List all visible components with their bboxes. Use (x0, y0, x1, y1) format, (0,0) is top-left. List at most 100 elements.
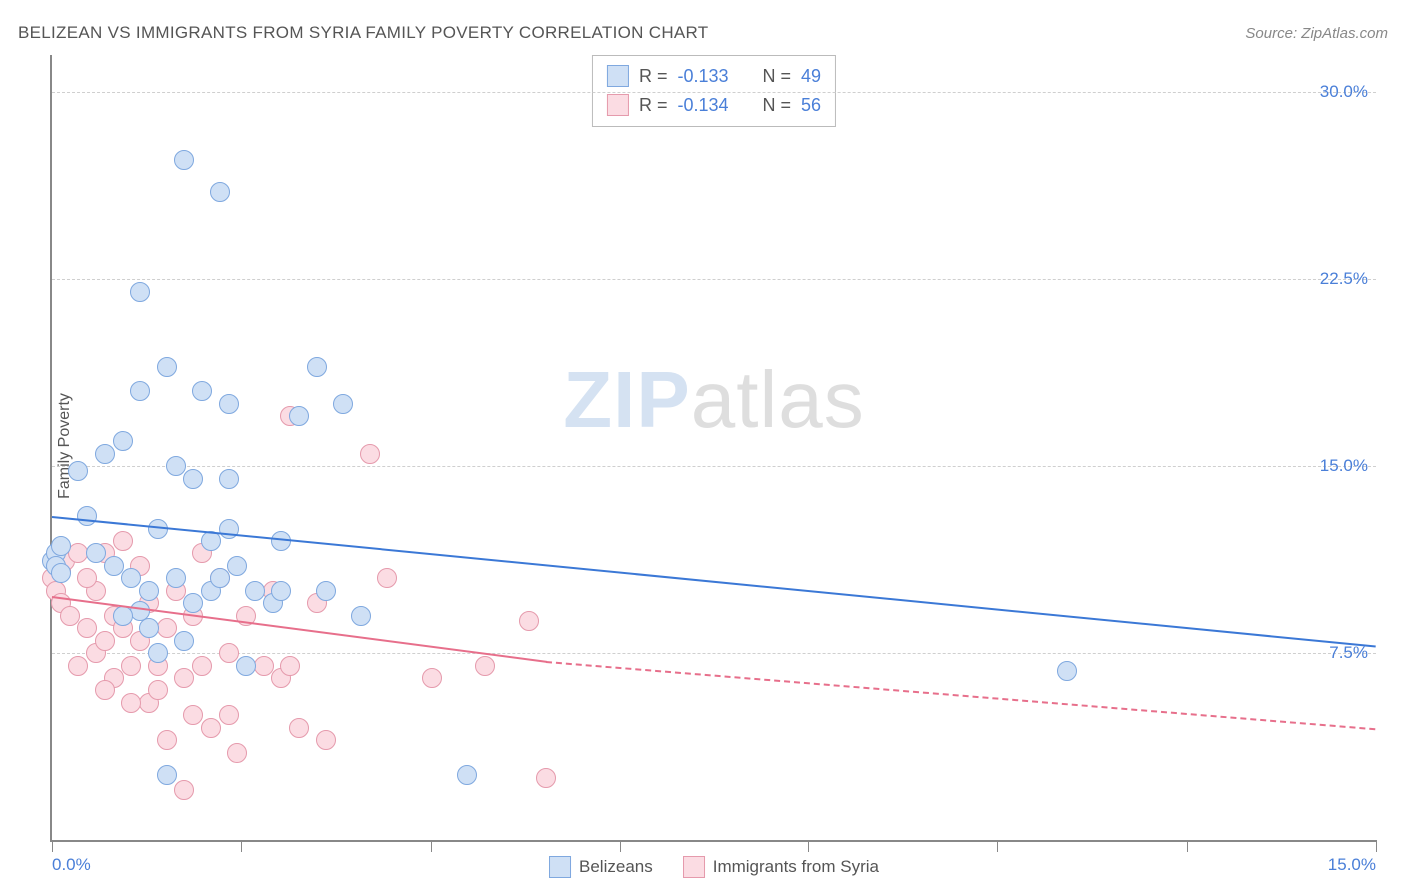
swatch-blue (607, 65, 629, 87)
blue-point (271, 581, 291, 601)
pink-point (377, 568, 397, 588)
pink-point (95, 631, 115, 651)
pink-point (254, 656, 274, 676)
pink-point (157, 618, 177, 638)
pink-point (280, 656, 300, 676)
correlation-row-pink: R = -0.134 N = 56 (607, 91, 821, 120)
x-tick (431, 840, 432, 852)
blue-point (316, 581, 336, 601)
pink-point (519, 611, 539, 631)
blue-point (307, 357, 327, 377)
blue-point (236, 656, 256, 676)
correlation-legend: R = -0.133 N = 49 R = -0.134 N = 56 (592, 55, 836, 127)
watermark-atlas: atlas (691, 355, 865, 444)
r-label: R = (639, 62, 668, 91)
x-tick (997, 840, 998, 852)
swatch-pink (683, 856, 705, 878)
r-label: R = (639, 91, 668, 120)
pink-point (148, 680, 168, 700)
n-label: N = (763, 91, 792, 120)
gridline (52, 653, 1376, 654)
x-tick-label-left: 0.0% (52, 855, 91, 875)
pink-point (227, 743, 247, 763)
blue-point (166, 568, 186, 588)
blue-point (289, 406, 309, 426)
blue-point (77, 506, 97, 526)
x-tick (808, 840, 809, 852)
x-tick-label-right: 15.0% (1328, 855, 1376, 875)
swatch-blue (549, 856, 571, 878)
watermark-zip: ZIP (563, 355, 690, 444)
pink-point (219, 705, 239, 725)
x-tick (1376, 840, 1377, 852)
blue-point (219, 394, 239, 414)
source-name: ZipAtlas.com (1301, 25, 1388, 42)
watermark: ZIPatlas (563, 354, 864, 446)
x-tick (620, 840, 621, 852)
pink-point (121, 656, 141, 676)
pink-point (113, 531, 133, 551)
blue-point (227, 556, 247, 576)
blue-point (148, 643, 168, 663)
pink-point (95, 680, 115, 700)
blue-point (351, 606, 371, 626)
blue-point (157, 357, 177, 377)
pink-point (475, 656, 495, 676)
pink-point (360, 444, 380, 464)
gridline (52, 279, 1376, 280)
x-tick (241, 840, 242, 852)
swatch-pink (607, 94, 629, 116)
pink-point (121, 693, 141, 713)
blue-point (174, 631, 194, 651)
blue-point (210, 568, 230, 588)
pink-point (174, 668, 194, 688)
blue-point (333, 394, 353, 414)
r-value-pink: -0.134 (677, 91, 728, 120)
blue-point (457, 765, 477, 785)
blue-point (51, 536, 71, 556)
pink-point (192, 656, 212, 676)
blue-point (245, 581, 265, 601)
blue-point (139, 618, 159, 638)
pink-point (536, 768, 556, 788)
pink-point (60, 606, 80, 626)
blue-point (121, 568, 141, 588)
blue-point (174, 150, 194, 170)
n-label: N = (763, 62, 792, 91)
n-value-blue: 49 (801, 62, 821, 91)
pink-point (422, 668, 442, 688)
blue-point (183, 469, 203, 489)
blue-point (51, 563, 71, 583)
y-tick-label: 30.0% (1320, 82, 1368, 102)
pink-point (77, 618, 97, 638)
legend-label-pink: Immigrants from Syria (713, 857, 879, 877)
pink-point (174, 780, 194, 800)
blue-point (210, 182, 230, 202)
r-value-blue: -0.133 (677, 62, 728, 91)
pink-point (316, 730, 336, 750)
x-tick (1187, 840, 1188, 852)
source-prefix: Source: (1245, 25, 1301, 42)
blue-point (219, 469, 239, 489)
pink-point (289, 718, 309, 738)
blue-point (1057, 661, 1077, 681)
pink-point (219, 643, 239, 663)
y-tick-label: 15.0% (1320, 456, 1368, 476)
blue-point (166, 456, 186, 476)
pink-point (201, 718, 221, 738)
correlation-row-blue: R = -0.133 N = 49 (607, 62, 821, 91)
blue-point (113, 431, 133, 451)
blue-point (183, 593, 203, 613)
pink-point (68, 656, 88, 676)
blue-point (192, 381, 212, 401)
series-legend: Belizeans Immigrants from Syria (549, 856, 879, 878)
gridline (52, 466, 1376, 467)
blue-point (68, 461, 88, 481)
blue-point (95, 444, 115, 464)
blue-point (157, 765, 177, 785)
chart-plot-area: ZIPatlas R = -0.133 N = 49 R = -0.134 N … (50, 55, 1376, 842)
y-tick-label: 22.5% (1320, 269, 1368, 289)
legend-item-pink: Immigrants from Syria (683, 856, 879, 878)
blue-point (130, 381, 150, 401)
chart-title: BELIZEAN VS IMMIGRANTS FROM SYRIA FAMILY… (18, 23, 709, 43)
